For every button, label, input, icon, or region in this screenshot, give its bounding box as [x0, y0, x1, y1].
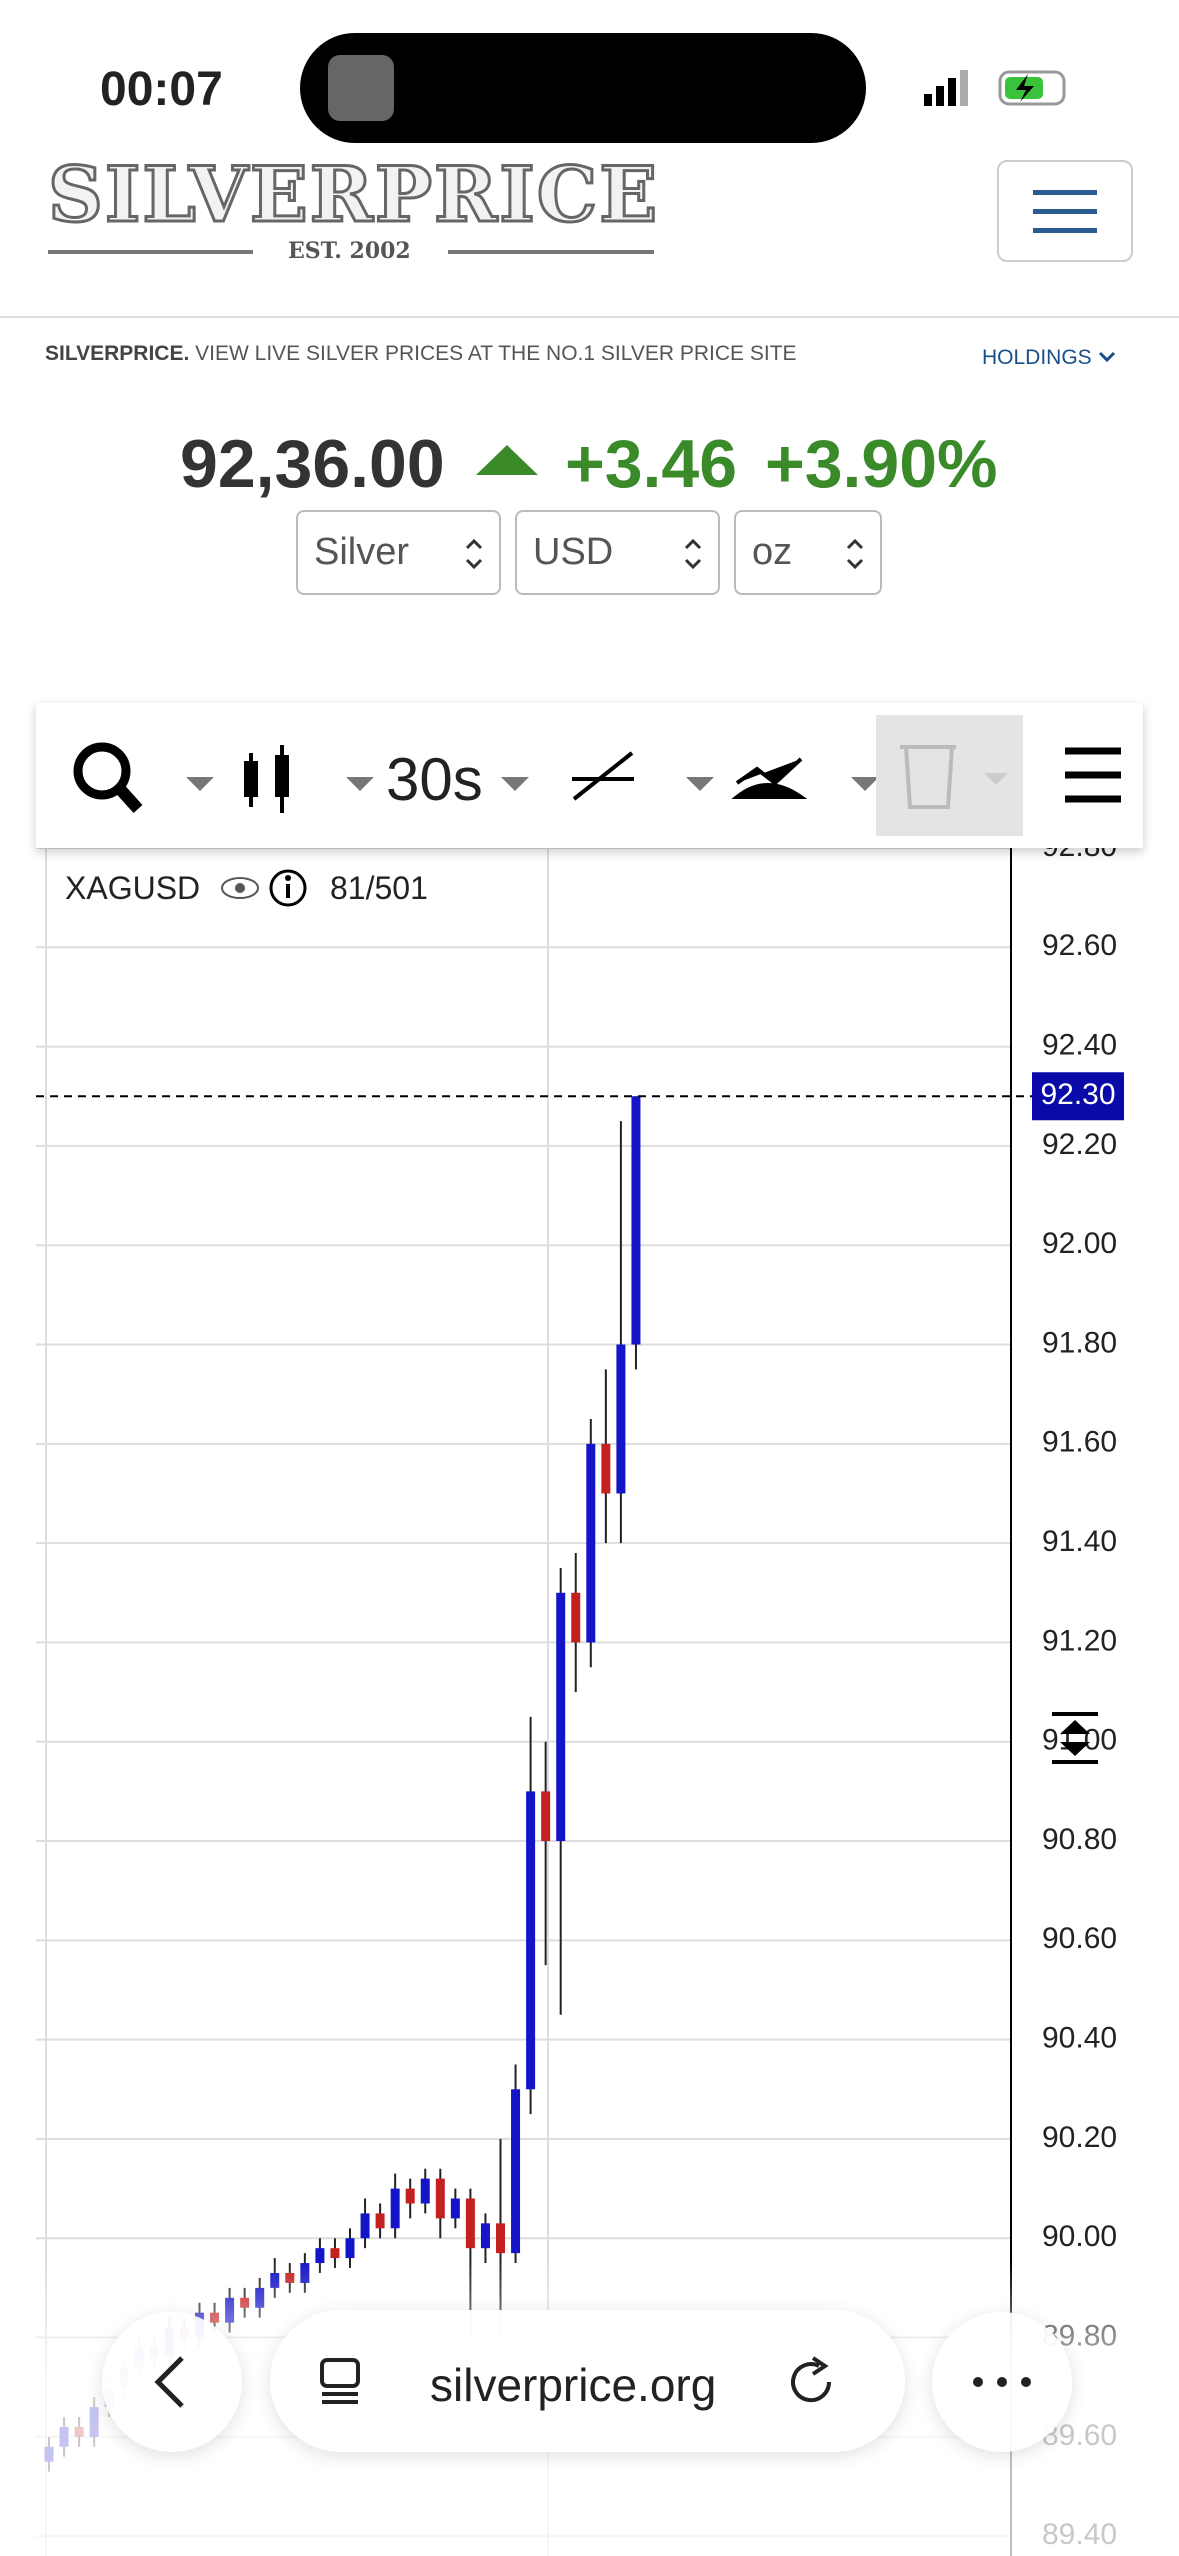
- logo-rule: [448, 250, 654, 254]
- chevron: [1098, 351, 1115, 363]
- logo: SILVERPRICE: [46, 149, 660, 241]
- y-tick-label: 90.20: [1042, 2121, 1117, 2154]
- select-text: USD: [533, 531, 614, 573]
- y-tick-label: 91.60: [1042, 1426, 1117, 1459]
- candle-body: [571, 1592, 581, 1643]
- y-tick-label: 91.40: [1042, 1525, 1117, 1558]
- back-button[interactable]: [102, 2312, 242, 2452]
- dynamic-island: [300, 33, 866, 143]
- y-tick-label: 92.00: [1042, 1227, 1117, 1260]
- url: silverprice.org: [430, 2359, 717, 2411]
- scale-handle[interactable]: [1050, 1710, 1100, 1766]
- candle-body: [541, 1791, 551, 1842]
- y-tick-label: 90.60: [1042, 1922, 1117, 1955]
- y-tick-label: 91.80: [1042, 1326, 1117, 1359]
- select-arrows: [846, 538, 864, 570]
- candle-body: [360, 2213, 370, 2239]
- tagline-brand: SILVERPRICE.: [45, 342, 190, 365]
- y-tick-label: 92.60: [1042, 929, 1117, 962]
- header: 00:07 SILVERPRICE EST. 2002: [0, 0, 1179, 318]
- indicator-tool[interactable]: [731, 733, 891, 823]
- chart-type-tool[interactable]: [236, 733, 386, 823]
- candle-body: [480, 2223, 490, 2249]
- candle-body: [405, 2188, 415, 2204]
- y-tick-label: 90.80: [1042, 1823, 1117, 1856]
- menu-bar: [1033, 228, 1097, 233]
- price-change-pct: +3.90%: [765, 426, 998, 502]
- candle-body: [511, 2089, 521, 2254]
- candle-body: [601, 1443, 611, 1494]
- delete-tool[interactable]: [876, 715, 1023, 836]
- candle-body: [556, 1592, 566, 1842]
- interval[interactable]: 30s: [386, 746, 483, 813]
- select-arrows: [684, 538, 702, 570]
- candle-body: [375, 2213, 385, 2229]
- logo-est: EST. 2002: [288, 238, 411, 264]
- currency-select[interactable]: USD: [515, 510, 720, 595]
- unit-select[interactable]: oz: [734, 510, 882, 595]
- tabs-icon: [320, 2358, 360, 2404]
- last-price-box: [1032, 1072, 1124, 1121]
- bar-count: 81/501: [330, 870, 428, 906]
- menu-button[interactable]: [997, 160, 1133, 262]
- menu-bar: [1033, 209, 1097, 214]
- holdings-link[interactable]: HOLDINGS: [982, 346, 1116, 370]
- logo-rule: [48, 250, 253, 254]
- last-price-label: 92.30: [1040, 1078, 1115, 1111]
- interval-caret: [501, 777, 529, 791]
- more-button[interactable]: [932, 2312, 1072, 2452]
- more-icon: [973, 2377, 1031, 2387]
- y-tick-label: 92.20: [1042, 1128, 1117, 1161]
- chart-toolbar: 30s: [36, 703, 1143, 848]
- back-icon: [154, 2356, 184, 2408]
- zoom-tool[interactable]: [66, 733, 226, 823]
- select-arrows: [465, 538, 483, 570]
- y-tick-label: 90.00: [1042, 2220, 1117, 2253]
- trash-icon: [900, 745, 1008, 809]
- candle-body: [450, 2198, 460, 2219]
- status-icons: [924, 70, 1066, 106]
- chart-symbol: XAGUSD: [65, 870, 201, 906]
- menu-bar: [1033, 190, 1097, 195]
- holdings-text: HOLDINGS: [982, 346, 1092, 369]
- candle-body: [435, 2178, 445, 2219]
- candle-body: [345, 2238, 355, 2259]
- candle-body: [616, 1344, 626, 1494]
- tagline: SILVERPRICE. VIEW LIVE SILVER PRICES AT …: [45, 342, 797, 366]
- candle-body: [390, 2188, 400, 2229]
- candle-body: [496, 2223, 505, 2254]
- candle-body: [586, 1443, 596, 1643]
- candle-body: [330, 2248, 340, 2259]
- candle-body: [465, 2198, 475, 2249]
- candle-body: [420, 2178, 430, 2204]
- sound-icon: [328, 55, 394, 121]
- up-arrow: [476, 445, 538, 475]
- reload-icon[interactable]: [785, 2354, 841, 2410]
- y-tick-label: 91.20: [1042, 1624, 1117, 1657]
- chart-menu[interactable]: [1061, 743, 1125, 807]
- y-tick-label: 90.40: [1042, 2022, 1117, 2055]
- address-bar[interactable]: silverprice.org: [270, 2310, 905, 2452]
- candle-body: [631, 1096, 641, 1345]
- status-time: 00:07: [100, 63, 223, 116]
- price-change: +3.46: [565, 426, 738, 502]
- draw-tool[interactable]: [566, 733, 726, 823]
- candle-body: [526, 1791, 536, 2090]
- tagline-text: VIEW LIVE SILVER PRICES AT THE NO.1 SILV…: [195, 342, 797, 365]
- select-text: Silver: [314, 531, 410, 573]
- select-text: oz: [752, 531, 793, 573]
- logo-est-row: EST. 2002: [48, 238, 654, 264]
- symbol-icons: [221, 869, 307, 907]
- metal-select[interactable]: Silver: [296, 510, 501, 595]
- price-value: 92,36.00: [180, 426, 445, 502]
- candle-body: [315, 2248, 325, 2264]
- y-tick-label: 92.40: [1042, 1029, 1117, 1062]
